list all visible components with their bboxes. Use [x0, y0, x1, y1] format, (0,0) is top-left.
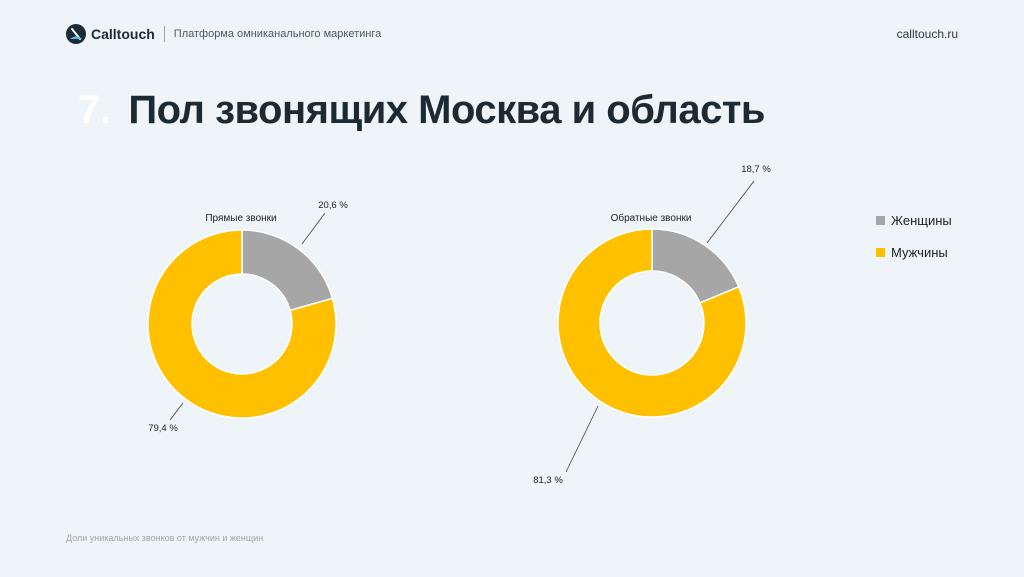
header: Calltouch Платформа омниканального марке… [66, 24, 958, 48]
legend-label-men: Мужчины [891, 244, 948, 260]
slide-number: 7. [78, 88, 111, 132]
data-label-men: 81,3 % [533, 475, 563, 486]
leader-line [706, 180, 755, 244]
chart-title: Обратные звонки [611, 212, 692, 224]
legend-item-women: Женщины [876, 210, 952, 230]
data-label-men: 79,4 % [148, 423, 178, 434]
calltouch-logo-icon [66, 24, 86, 44]
leader-line [169, 402, 184, 421]
tagline: Платформа омниканального маркетинга [173, 28, 382, 40]
legend-swatch-men [876, 247, 885, 257]
chart-title: Прямые звонки [205, 213, 276, 224]
leader-line [565, 405, 599, 473]
donut-segment-men [557, 228, 747, 418]
legend: Женщины Мужчины [876, 210, 952, 274]
chart-direct-calls: Прямые звонки 20,6 % 79,4 % [147, 200, 348, 434]
header-divider [163, 26, 165, 42]
leader-line [301, 212, 326, 245]
legend-label-women: Женщины [891, 212, 952, 228]
slide-title: Пол звонящих Москва и область [128, 88, 765, 132]
chart-callback-calls: Обратные звонки 18,7 % 81,3 % [533, 164, 771, 486]
footnote: Доли уникальных звонков от мужчин и женщ… [66, 533, 264, 543]
logo[interactable]: Calltouch Платформа омниканального марке… [66, 24, 381, 44]
page-title: 7. Пол звонящих Москва и область [78, 88, 765, 133]
donut-segment-women [241, 229, 334, 312]
site-link[interactable]: calltouch.ru [896, 27, 958, 41]
legend-item-men: Мужчины [876, 242, 952, 262]
donut-segment-men [147, 229, 337, 419]
legend-swatch-women [876, 215, 885, 225]
data-label-women: 18,7 % [741, 164, 771, 175]
brand-name: Calltouch [91, 26, 155, 42]
data-label-women: 20,6 % [318, 200, 348, 211]
